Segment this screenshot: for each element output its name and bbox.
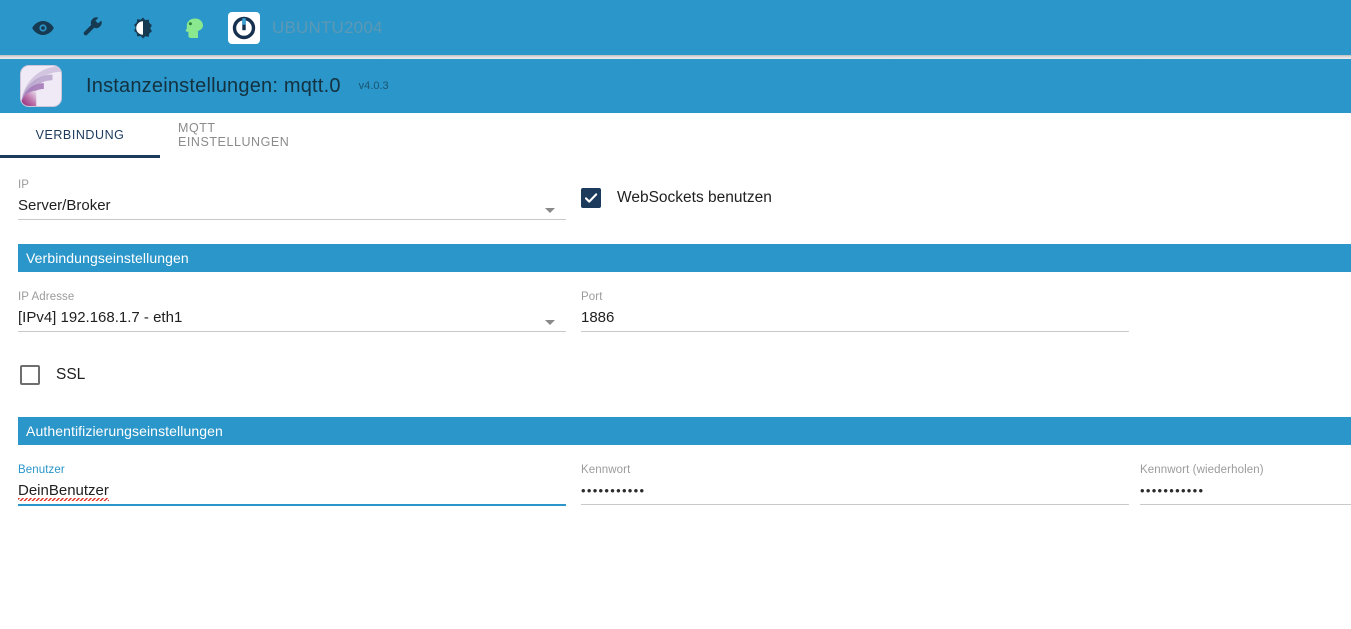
- password-value: •••••••••••: [581, 483, 646, 498]
- websockets-checkbox-label: WebSockets benutzen: [617, 189, 772, 206]
- tab-mqtt-einstellungen[interactable]: MQTT EINSTELLUNGEN: [178, 121, 290, 149]
- host-name-label: UBUNTU2004: [272, 17, 383, 37]
- user-label: Benutzer: [18, 464, 65, 476]
- ip-address-value: [IPv4] 192.168.1.7 - eth1: [18, 309, 183, 326]
- ip-address-label: IP Adresse: [18, 291, 75, 303]
- checkbox-unchecked-icon: [20, 365, 40, 385]
- head-icon[interactable]: [172, 10, 214, 46]
- top-toolbar: UBUNTU2004: [0, 0, 1351, 55]
- password-underline: [581, 504, 1129, 505]
- ip-select-label: IP: [18, 179, 30, 191]
- settings-form: IP Server/Broker WebSockets benutzen Ver…: [0, 158, 1351, 629]
- ip-address-underline: [18, 331, 566, 332]
- iobroker-logo-icon[interactable]: [228, 11, 260, 44]
- user-field[interactable]: Benutzer DeinBenutzer: [18, 463, 566, 506]
- port-underline: [581, 331, 1129, 332]
- ip-select-value: Server/Broker: [18, 197, 111, 214]
- password-repeat-field[interactable]: Kennwort (wiederholen) •••••••••••: [1140, 463, 1351, 505]
- eye-icon[interactable]: [22, 10, 64, 46]
- password-repeat-label: Kennwort (wiederholen): [1140, 464, 1264, 476]
- port-value: 1886: [581, 309, 615, 326]
- active-tab-indicator: [0, 155, 160, 158]
- section-header-connection: Verbindungseinstellungen: [18, 244, 1351, 272]
- user-value: DeinBenutzer: [18, 482, 109, 501]
- ip-select-field[interactable]: IP Server/Broker: [18, 178, 566, 220]
- password-repeat-underline: [1140, 504, 1351, 505]
- password-repeat-value: •••••••••••: [1140, 483, 1205, 498]
- chevron-down-icon[interactable]: [545, 208, 555, 213]
- contrast-icon[interactable]: [122, 10, 164, 46]
- password-field[interactable]: Kennwort •••••••••••: [581, 463, 1129, 505]
- checkbox-checked-icon: [581, 188, 601, 208]
- mqtt-adapter-icon: [20, 65, 62, 107]
- port-field[interactable]: Port 1886: [581, 290, 1129, 332]
- adapter-title-bar: Instanzeinstellungen: mqtt.0 v4.0.3: [0, 59, 1351, 113]
- section-header-auth: Authentifizierungseinstellungen: [18, 417, 1351, 445]
- ssl-checkbox-label: SSL: [56, 366, 86, 383]
- tab-bar: VERBINDUNG MQTT EINSTELLUNGEN: [0, 113, 1351, 158]
- ssl-checkbox[interactable]: SSL: [20, 365, 85, 385]
- password-label: Kennwort: [581, 464, 631, 476]
- wrench-icon[interactable]: [72, 10, 114, 46]
- tab-verbindung[interactable]: VERBINDUNG: [35, 128, 125, 142]
- page-title: Instanzeinstellungen: mqtt.0: [86, 74, 341, 97]
- websockets-checkbox[interactable]: WebSockets benutzen: [581, 188, 772, 208]
- port-label: Port: [581, 291, 603, 303]
- user-underline: [18, 504, 566, 506]
- adapter-version: v4.0.3: [358, 80, 389, 92]
- user-value-wrapper: DeinBenutzer: [18, 478, 566, 504]
- ip-select-underline: [18, 219, 566, 220]
- ip-address-field[interactable]: IP Adresse [IPv4] 192.168.1.7 - eth1: [18, 290, 566, 332]
- chevron-down-icon[interactable]: [545, 320, 555, 325]
- toolbar-divider: [0, 55, 1351, 59]
